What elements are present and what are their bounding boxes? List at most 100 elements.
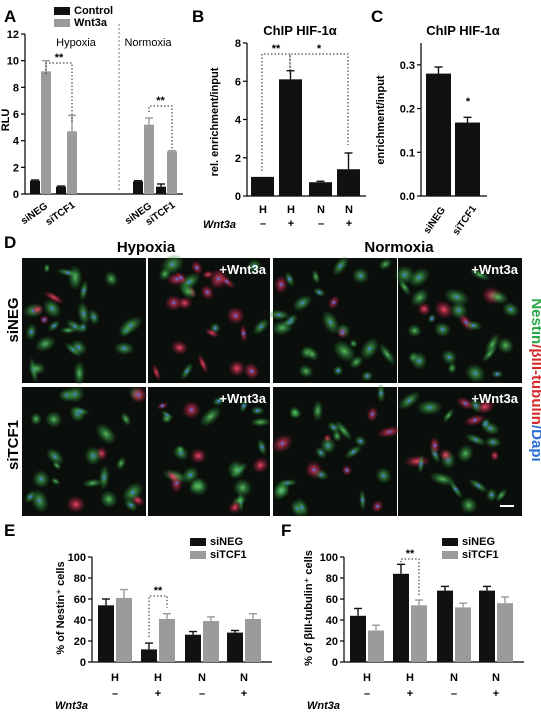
cell-nucleus [350, 449, 356, 455]
legend-label: Control [74, 5, 113, 17]
cell-nucleus [339, 330, 345, 336]
cell-nucleus [416, 275, 422, 280]
y-tick-label: 20 [74, 636, 86, 648]
cell-nucleus [77, 408, 83, 414]
cell-nucleus [446, 354, 452, 360]
panel-letter-E: E [4, 521, 15, 540]
x-tick-label: H [154, 672, 162, 684]
cell-nucleus [299, 300, 305, 306]
cell-nucleus [216, 398, 222, 404]
cell-body [349, 339, 358, 348]
wnt3a-sign: + [288, 218, 294, 230]
cell-body [228, 501, 242, 514]
cell-body [28, 362, 46, 375]
y-axis-label: RLU [0, 109, 12, 132]
y-tick-label: 6 [13, 109, 19, 121]
bar-sineg [479, 590, 495, 662]
wnt3a-sign: – [199, 688, 205, 700]
cell-nucleus [28, 329, 34, 335]
cell-nucleus [439, 327, 446, 332]
cell-body [31, 304, 44, 315]
bar-sineg [350, 615, 366, 662]
cell-nucleus [472, 418, 478, 423]
x-tick-label: siTCF1 [44, 200, 78, 228]
significance-label: ** [272, 43, 281, 55]
cell-nucleus [169, 262, 175, 267]
cell-body [250, 417, 271, 427]
cell-body [457, 445, 474, 463]
cell-body [379, 343, 396, 365]
y-tick-label: 8 [13, 82, 19, 94]
cell-nucleus [369, 412, 376, 417]
cell-nucleus [90, 453, 96, 459]
x-tick-label: siNEG [422, 205, 448, 236]
cell-nucleus [357, 438, 364, 444]
cell-nucleus [91, 314, 97, 320]
cell-nucleus [49, 306, 55, 311]
cell-nucleus [194, 265, 200, 270]
bar-sineg [98, 605, 114, 662]
cell-nucleus [241, 403, 247, 409]
cell-nucleus [331, 425, 337, 430]
bar [455, 122, 480, 196]
cell-body [120, 412, 131, 426]
wnt3a-sign: – [364, 688, 370, 700]
cell-body [68, 265, 83, 290]
cell-nucleus [159, 403, 165, 409]
cell-body [100, 490, 118, 508]
cell-body [482, 345, 497, 362]
cell-body [30, 412, 42, 426]
bar-sitcf1 [116, 597, 132, 662]
cell-nucleus [335, 368, 341, 373]
x-tick-label: N [198, 672, 206, 684]
cell-body [497, 337, 514, 354]
y-axis-label: % of βIII-tubulin⁺ cells [303, 550, 315, 666]
chart-title: ChIP HIF-1α [426, 23, 499, 38]
significance-label: * [317, 43, 322, 55]
cell-nucleus [215, 276, 221, 282]
cell-body [311, 269, 320, 284]
cell-body [83, 478, 103, 488]
cell-nucleus [386, 429, 392, 435]
y-tick-label: 60 [74, 594, 86, 606]
row-label-sineg: siNEG [5, 297, 22, 342]
cell-nucleus [454, 294, 460, 300]
panel-letter-A: A [4, 7, 16, 26]
wnt3a-row-label: Wnt3a [55, 700, 88, 712]
cell-nucleus [101, 475, 107, 480]
cell-body [43, 263, 51, 273]
cell-nucleus [171, 300, 177, 306]
legend-label: Wnt3a [74, 17, 108, 29]
cell-nucleus [121, 346, 127, 351]
panel-letter-B: B [192, 7, 204, 26]
legend-swatch [190, 551, 206, 559]
y-tick-label: 100 [68, 552, 86, 564]
bar-sitcf1 [245, 618, 261, 662]
cell-nucleus [187, 472, 193, 478]
cell-nucleus [258, 324, 264, 329]
x-tick-label: H [259, 204, 267, 216]
cell-nucleus [318, 450, 324, 455]
legend-swatch [190, 538, 206, 546]
bar-sitcf1 [368, 630, 384, 662]
wnt3a-panel-label: +Wnt3a [219, 391, 266, 406]
cell-nucleus [259, 444, 265, 450]
bar-sitcf1 [203, 621, 219, 662]
bar-sineg [141, 649, 157, 662]
y-tick-label: 40 [74, 615, 86, 627]
panel-letter-C: C [371, 7, 383, 26]
x-tick-label: N [450, 672, 458, 684]
cell-nucleus [453, 487, 459, 492]
legend-label: siTCF1 [210, 549, 247, 561]
cell-body [202, 270, 214, 279]
cell-nucleus [184, 369, 190, 374]
cell-body [171, 340, 188, 355]
y-tick-label: 40 [326, 615, 338, 627]
cell-nucleus [36, 498, 43, 503]
y-tick-label: 0 [80, 657, 86, 669]
cell-nucleus [456, 308, 462, 313]
cell-body [73, 361, 85, 386]
bar-sineg [185, 634, 201, 662]
wnt3a-row-label: Wnt3a [307, 700, 340, 712]
